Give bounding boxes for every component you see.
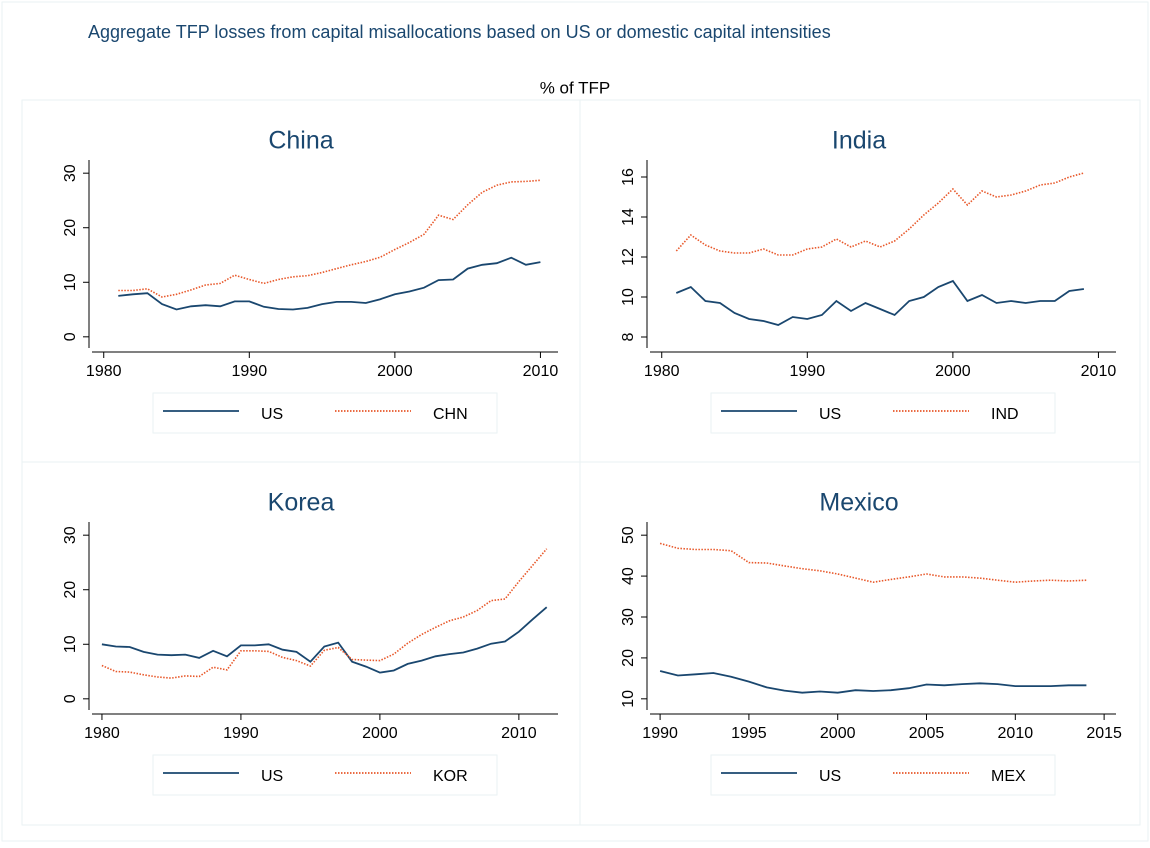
x-tick-label: 1990 bbox=[790, 363, 826, 380]
y-tick-label: 16 bbox=[620, 168, 637, 186]
series-line bbox=[101, 548, 548, 679]
series-line bbox=[118, 256, 541, 311]
x-tick-label: 1990 bbox=[642, 725, 678, 742]
x-tick-label: 2000 bbox=[362, 725, 398, 742]
series-line bbox=[675, 279, 1085, 326]
panel-title: Korea bbox=[268, 489, 335, 517]
x-tick-label: 1980 bbox=[644, 363, 680, 380]
figure-subtitle: % of TFP bbox=[540, 78, 611, 97]
panel-title: China bbox=[268, 127, 333, 155]
x-tick-label: 1990 bbox=[232, 363, 268, 380]
x-tick-label: 2015 bbox=[1086, 725, 1122, 742]
figure-title: Aggregate TFP losses from capital misall… bbox=[88, 22, 831, 42]
x-tick-label: 2005 bbox=[909, 725, 945, 742]
y-tick-label: 20 bbox=[62, 581, 79, 599]
y-tick-label: 10 bbox=[62, 635, 79, 653]
x-tick-label: 2010 bbox=[1081, 363, 1117, 380]
legend-label: US bbox=[819, 768, 841, 785]
y-tick-label: 0 bbox=[62, 694, 79, 703]
y-tick-label: 30 bbox=[62, 526, 79, 544]
x-tick-label: 1980 bbox=[84, 725, 120, 742]
series-line bbox=[659, 542, 1087, 584]
y-tick-label: 50 bbox=[620, 526, 637, 544]
x-tick-label: 1995 bbox=[731, 725, 767, 742]
y-tick-label: 10 bbox=[620, 690, 637, 708]
series-line bbox=[675, 172, 1085, 256]
y-tick-label: 20 bbox=[62, 219, 79, 237]
legend-label: US bbox=[261, 768, 283, 785]
legend-box bbox=[152, 754, 498, 796]
x-tick-label: 2000 bbox=[377, 363, 413, 380]
x-tick-label: 2000 bbox=[820, 725, 856, 742]
y-tick-label: 20 bbox=[620, 649, 637, 667]
x-tick-label: 2010 bbox=[523, 363, 559, 380]
x-tick-label: 2000 bbox=[935, 363, 971, 380]
y-tick-label: 14 bbox=[620, 208, 637, 226]
legend-label: CHN bbox=[433, 406, 468, 423]
legend-label: IND bbox=[991, 406, 1019, 423]
legend-label: KOR bbox=[433, 768, 468, 785]
legend-label: US bbox=[819, 406, 841, 423]
y-tick-label: 8 bbox=[620, 332, 637, 341]
y-tick-label: 30 bbox=[62, 164, 79, 182]
legend-label: US bbox=[261, 406, 283, 423]
x-tick-label: 2010 bbox=[501, 725, 537, 742]
y-tick-label: 0 bbox=[62, 332, 79, 341]
y-tick-label: 10 bbox=[620, 288, 637, 306]
x-tick-label: 2010 bbox=[998, 725, 1034, 742]
legend-box bbox=[710, 392, 1056, 434]
y-tick-label: 40 bbox=[620, 567, 637, 585]
series-line bbox=[118, 179, 541, 298]
y-tick-label: 10 bbox=[62, 273, 79, 291]
legend-label: MEX bbox=[991, 768, 1026, 785]
panel-title: Mexico bbox=[819, 489, 898, 517]
x-tick-label: 1980 bbox=[86, 363, 122, 380]
x-tick-label: 1990 bbox=[223, 725, 259, 742]
series-line bbox=[101, 606, 548, 674]
y-tick-label: 12 bbox=[620, 248, 637, 266]
legend-box bbox=[710, 754, 1056, 796]
y-tick-label: 30 bbox=[620, 608, 637, 626]
legend-box bbox=[152, 392, 498, 434]
panel-title: India bbox=[832, 127, 886, 155]
series-line bbox=[659, 670, 1087, 694]
